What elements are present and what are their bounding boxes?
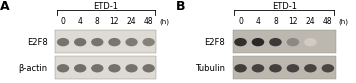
Text: 48: 48 (144, 17, 153, 26)
Ellipse shape (287, 64, 299, 72)
Text: 48: 48 (323, 17, 333, 26)
Text: 4: 4 (78, 17, 83, 26)
Ellipse shape (74, 38, 87, 46)
Bar (232, 30, 336, 53)
Ellipse shape (57, 38, 69, 46)
Bar (232, 56, 336, 79)
Ellipse shape (252, 64, 264, 72)
Text: (h): (h) (159, 18, 169, 25)
Text: (h): (h) (338, 18, 349, 25)
Text: E2F8: E2F8 (204, 38, 225, 47)
Ellipse shape (304, 64, 317, 72)
Text: A: A (0, 0, 10, 13)
Ellipse shape (142, 38, 155, 46)
Text: 8: 8 (95, 17, 100, 26)
Ellipse shape (125, 64, 138, 72)
Ellipse shape (125, 38, 138, 46)
Text: 4: 4 (256, 17, 261, 26)
Ellipse shape (252, 38, 264, 46)
Ellipse shape (269, 64, 282, 72)
Ellipse shape (142, 64, 155, 72)
Ellipse shape (108, 64, 121, 72)
Text: 0: 0 (61, 17, 66, 26)
Text: Tubulin: Tubulin (195, 64, 225, 73)
Ellipse shape (108, 38, 121, 46)
Ellipse shape (269, 38, 282, 46)
Ellipse shape (74, 64, 87, 72)
Ellipse shape (234, 64, 247, 72)
Text: β-actin: β-actin (19, 64, 48, 73)
Bar (55, 30, 156, 53)
Text: 12: 12 (110, 17, 119, 26)
Text: 24: 24 (127, 17, 136, 26)
Ellipse shape (287, 38, 299, 46)
Ellipse shape (304, 38, 317, 46)
Text: ETD-1: ETD-1 (272, 2, 297, 11)
Text: 0: 0 (238, 17, 243, 26)
Text: B: B (176, 0, 186, 13)
Text: ETD-1: ETD-1 (93, 2, 118, 11)
Ellipse shape (321, 64, 334, 72)
Ellipse shape (91, 38, 104, 46)
Text: 24: 24 (305, 17, 315, 26)
Text: 8: 8 (273, 17, 278, 26)
Text: E2F8: E2F8 (27, 38, 48, 47)
Text: 12: 12 (288, 17, 298, 26)
Ellipse shape (91, 64, 104, 72)
Ellipse shape (234, 38, 247, 46)
Bar (55, 56, 156, 79)
Ellipse shape (57, 64, 69, 72)
